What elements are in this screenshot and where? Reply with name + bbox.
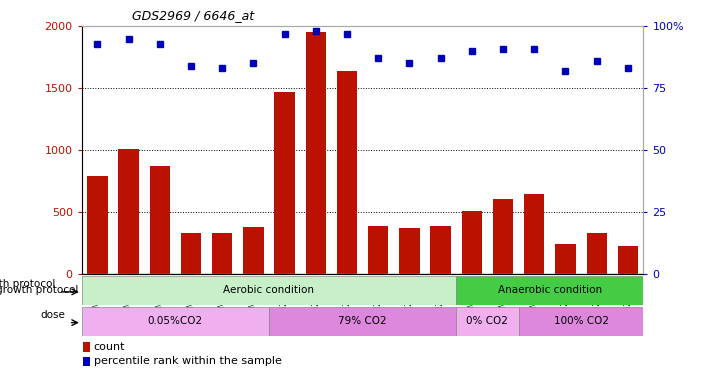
Bar [83,342,90,352]
Bar [212,233,232,274]
Bar [274,92,295,274]
Bar [456,276,643,305]
Bar [493,198,513,274]
Bar [518,307,643,336]
Bar [119,149,139,274]
Bar [587,233,606,274]
Text: 100% CO2: 100% CO2 [554,316,609,326]
Text: 79% CO2: 79% CO2 [338,316,387,326]
Text: GDS2969 / 6646_at: GDS2969 / 6646_at [132,9,254,22]
Text: Aerobic condition: Aerobic condition [223,285,314,296]
Text: dose: dose [41,310,65,320]
Text: 0% CO2: 0% CO2 [466,316,508,326]
Bar [181,233,201,274]
Bar [400,228,419,274]
Bar [149,166,170,274]
Bar [430,226,451,274]
Text: percentile rank within the sample: percentile rank within the sample [94,357,282,366]
Bar [368,226,388,274]
Text: count: count [94,342,125,352]
Bar [306,33,326,274]
Text: growth protocol: growth protocol [0,279,55,289]
Bar [82,307,269,336]
Bar [524,194,545,274]
Bar [269,307,456,336]
Bar [83,357,90,366]
Bar [456,307,518,336]
Bar [87,176,107,274]
Text: growth protocol: growth protocol [0,285,78,296]
Text: 0.05%CO2: 0.05%CO2 [148,316,203,326]
Bar [555,244,576,274]
Bar [461,211,482,274]
Bar [82,276,456,305]
Bar [618,246,638,274]
Text: Anaerobic condition: Anaerobic condition [498,285,602,296]
Bar [243,227,264,274]
Bar [337,71,357,274]
